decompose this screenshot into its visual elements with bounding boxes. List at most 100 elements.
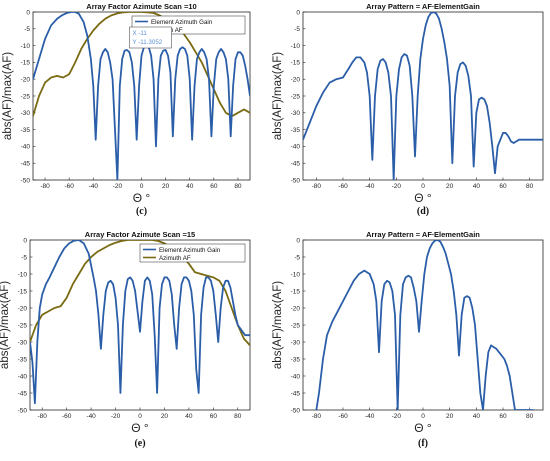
y-tick-label: -10 <box>291 271 301 278</box>
x-tick-label: 40 <box>186 183 194 190</box>
y-tick-label: -50 <box>18 407 28 414</box>
x-tick-label: -40 <box>86 413 96 420</box>
y-tick-label: -30 <box>291 339 301 346</box>
y-tick-label: -15 <box>291 288 301 295</box>
legend-entry: Element Azimuth Gain <box>159 247 221 254</box>
series-group <box>33 12 250 180</box>
series-line-array-pattern <box>303 12 543 180</box>
y-tick-label: -25 <box>21 93 31 100</box>
x-tick-label: 40 <box>473 183 481 190</box>
y-tick-label: -10 <box>291 43 301 50</box>
y-axis-label: abs(AF)/max(AF) <box>272 281 284 369</box>
x-tick-label: -20 <box>392 183 402 190</box>
x-tick-label: 60 <box>210 183 218 190</box>
y-tick-label: 0 <box>296 237 300 244</box>
y-tick-label: -40 <box>291 144 301 151</box>
y-tick-label: -50 <box>291 407 301 414</box>
y-tick-label: -40 <box>18 373 28 380</box>
x-axis-label: Θ ° <box>414 421 432 435</box>
x-tick-label: -60 <box>64 183 74 190</box>
chart-title: Array Pattern = AF∙ElementGain <box>366 2 480 11</box>
y-tick-label: -20 <box>291 77 301 84</box>
x-tick-label: -40 <box>365 413 375 420</box>
y-tick-label: -20 <box>18 305 28 312</box>
x-axis-label: Θ ° <box>133 191 151 205</box>
y-tick-label: 0 <box>296 9 300 16</box>
y-tick-label: -30 <box>18 339 28 346</box>
chart-panel-d: Array Pattern = AF∙ElementGain -80 -60 -40 -… <box>272 2 544 217</box>
legend-entry: Element Azimuth Gain <box>151 19 213 26</box>
legend-box <box>139 243 246 263</box>
series-line-azimuth-af <box>30 240 250 347</box>
y-tick-label: -20 <box>291 305 301 312</box>
y-tick-label: -40 <box>21 144 31 151</box>
y-tick-label: 0 <box>26 9 30 16</box>
x-tick-label: 20 <box>446 413 454 420</box>
series-group <box>315 240 534 410</box>
chart-title: Array Factor Azimute Scan =10 <box>86 2 196 11</box>
x-tick-label: 0 <box>140 183 144 190</box>
y-tick-label: -30 <box>291 110 301 117</box>
chart-title: Array Pattern = AF∙ElementGain <box>366 230 480 239</box>
datatip: X -11 Y -11.3052 <box>129 26 172 49</box>
x-tick-label: 60 <box>499 413 507 420</box>
x-tick-label: -40 <box>89 183 99 190</box>
y-tick-label: -5 <box>294 26 300 33</box>
x-tick-label: 0 <box>138 413 142 420</box>
x-tick-label: 20 <box>161 413 169 420</box>
x-tick-label: -60 <box>338 413 348 420</box>
x-tick-label: 20 <box>446 183 454 190</box>
y-tick-label: -35 <box>21 127 31 134</box>
y-tick-label: -35 <box>291 127 301 134</box>
y-tick-label: -20 <box>21 77 31 84</box>
series-line-element-azimuth-gain <box>30 240 250 405</box>
x-tick-label: -60 <box>338 183 348 190</box>
datatip-y: Y -11.3052 <box>133 39 163 46</box>
chart-panel-e: Array Factor Azimute Scan =15 -80 -60 -40 -2… <box>0 230 251 449</box>
y-tick-label: -15 <box>291 60 301 67</box>
y-tick-label: -10 <box>18 271 28 278</box>
x-tick-label: 40 <box>473 413 481 420</box>
y-tick-label: -15 <box>18 288 28 295</box>
x-tick-label: 80 <box>234 183 242 190</box>
x-tick-label: -80 <box>38 413 48 420</box>
chart-panel-f: Array Pattern = AF∙ElementGain -80 -60 -40 -… <box>272 230 544 449</box>
y-tick-label: -10 <box>21 43 31 50</box>
panel-caption: (e) <box>134 438 145 449</box>
y-tick-label: 0 <box>23 237 27 244</box>
x-tick-label: 60 <box>210 413 218 420</box>
y-tick-label: -30 <box>21 110 31 117</box>
x-tick-label: -80 <box>312 183 322 190</box>
series-line-array-pattern <box>315 240 534 410</box>
plot-area <box>302 239 544 411</box>
y-tick-label: -40 <box>291 373 301 380</box>
y-tick-label: -25 <box>291 322 301 329</box>
y-tick-label: -35 <box>18 356 28 363</box>
y-tick-label: -15 <box>21 60 31 67</box>
y-axis-label: abs(AF)/max(AF) <box>272 52 284 140</box>
legend-entry: Azimuth AF <box>159 255 191 262</box>
x-tick-label: -80 <box>40 183 50 190</box>
panel-caption: (d) <box>417 206 429 217</box>
chart-panel-c: Array Factor Azimute Scan =10 -80 -60 -40 -2… <box>2 2 251 217</box>
series-group <box>30 240 250 405</box>
chart-title: Array Factor Azimute Scan =15 <box>85 230 195 239</box>
y-tick-label: -5 <box>294 254 300 261</box>
x-tick-label: 80 <box>526 183 534 190</box>
y-axis-label: abs(AF)/max(AF) <box>2 52 14 140</box>
x-tick-label: 0 <box>421 183 425 190</box>
x-tick-label: -60 <box>62 413 72 420</box>
x-tick-label: 60 <box>499 183 507 190</box>
x-tick-label: -40 <box>365 183 375 190</box>
x-tick-label: 0 <box>421 413 425 420</box>
datatip-x: X -11 <box>133 30 148 37</box>
panel-caption: (f) <box>418 438 428 449</box>
y-tick-label: -5 <box>21 254 27 261</box>
x-tick-label: -20 <box>111 413 121 420</box>
y-axis-label: abs(AF)/max(AF) <box>0 281 11 369</box>
x-axis-label: Θ ° <box>131 421 149 435</box>
y-tick-label: -25 <box>291 93 301 100</box>
